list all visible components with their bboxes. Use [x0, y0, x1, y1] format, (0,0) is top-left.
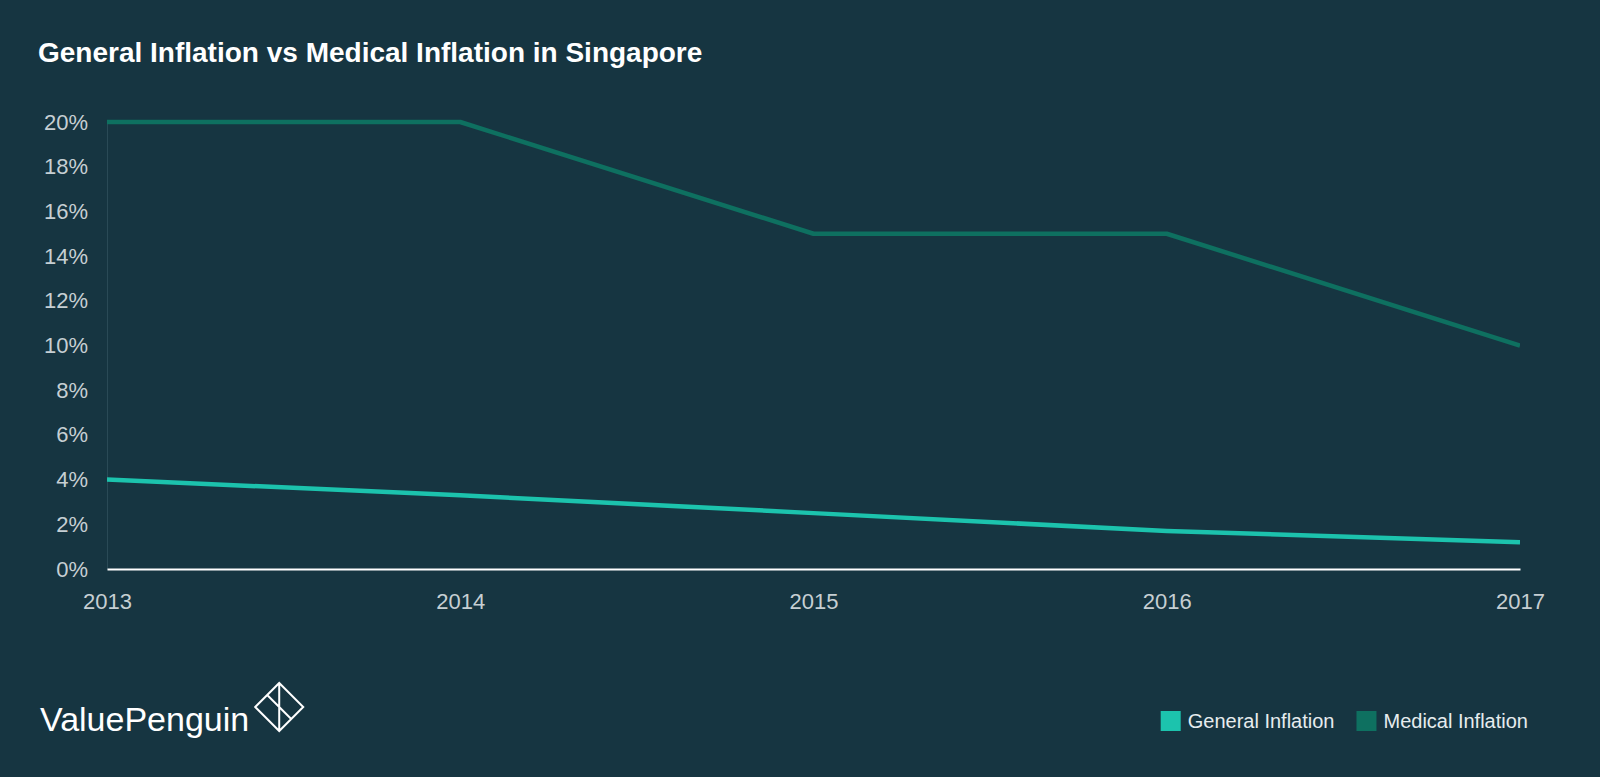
- y-tick-label: 4%: [56, 467, 88, 492]
- x-tick: 2015: [790, 569, 839, 614]
- y-tick: 12%: [44, 288, 107, 313]
- legend-swatch: [1356, 711, 1376, 731]
- x-tick: 2013: [83, 569, 132, 614]
- series-line: [107, 480, 1520, 543]
- y-tick-label: 20%: [44, 110, 88, 135]
- x-tick-label: 2014: [436, 589, 485, 614]
- y-tick: 0%: [56, 557, 107, 582]
- source-text: ValuePenguin: [40, 700, 249, 738]
- y-tick: 8%: [56, 378, 107, 403]
- legend-swatch: [1161, 711, 1181, 731]
- legend-label: General Inflation: [1188, 710, 1335, 732]
- background: [0, 0, 1600, 777]
- y-tick: 2%: [56, 512, 107, 537]
- lines: [107, 122, 1520, 542]
- y-axis: 0% 2% 4% 6% 8% 10% 12% 14% 16% 18% 20%: [44, 110, 108, 582]
- y-tick: 14%: [44, 244, 107, 269]
- source: ValuePenguin: [40, 683, 303, 738]
- y-tick-label: 0%: [56, 557, 88, 582]
- y-tick: 16%: [44, 199, 107, 224]
- plot: 0% 2% 4% 6% 8% 10% 12% 14% 16% 18% 20% 2013 2014 2015…: [44, 110, 1545, 614]
- y-tick-label: 14%: [44, 244, 88, 269]
- series-line: [107, 122, 1520, 346]
- y-tick-label: 10%: [44, 333, 88, 358]
- y-tick: 6%: [56, 422, 107, 447]
- legend-item: Medical Inflation: [1356, 710, 1528, 732]
- x-axis-line: [108, 569, 1521, 571]
- y-tick-label: 2%: [56, 512, 88, 537]
- y-tick: 20%: [44, 110, 107, 135]
- x-tick-label: 2013: [83, 589, 132, 614]
- x-axis: 2013 2014 2015 2016 2017: [83, 569, 1545, 614]
- legend: General Inflation Medical Inflation: [1161, 710, 1528, 732]
- y-tick: 18%: [44, 154, 107, 179]
- x-tick: 2016: [1143, 569, 1192, 614]
- x-tick-label: 2016: [1143, 589, 1192, 614]
- title: General Inflation vs Medical Inflation i…: [38, 37, 702, 68]
- y-tick: 4%: [56, 467, 107, 492]
- legend-label: Medical Inflation: [1383, 710, 1528, 732]
- logo-icon: [255, 683, 303, 731]
- y-tick-label: 16%: [44, 199, 88, 224]
- x-tick: 2017: [1496, 569, 1545, 614]
- y-tick: 10%: [44, 333, 107, 358]
- y-tick-label: 12%: [44, 288, 88, 313]
- x-tick: 2014: [436, 569, 485, 614]
- y-tick-label: 6%: [56, 422, 88, 447]
- x-tick-label: 2015: [790, 589, 839, 614]
- legend-item: General Inflation: [1161, 710, 1335, 732]
- y-axis-line: [107, 123, 108, 570]
- chart: General Inflation vs Medical Inflation i…: [0, 0, 1600, 777]
- y-tick-label: 8%: [56, 378, 88, 403]
- x-tick-label: 2017: [1496, 589, 1545, 614]
- y-tick-label: 18%: [44, 154, 88, 179]
